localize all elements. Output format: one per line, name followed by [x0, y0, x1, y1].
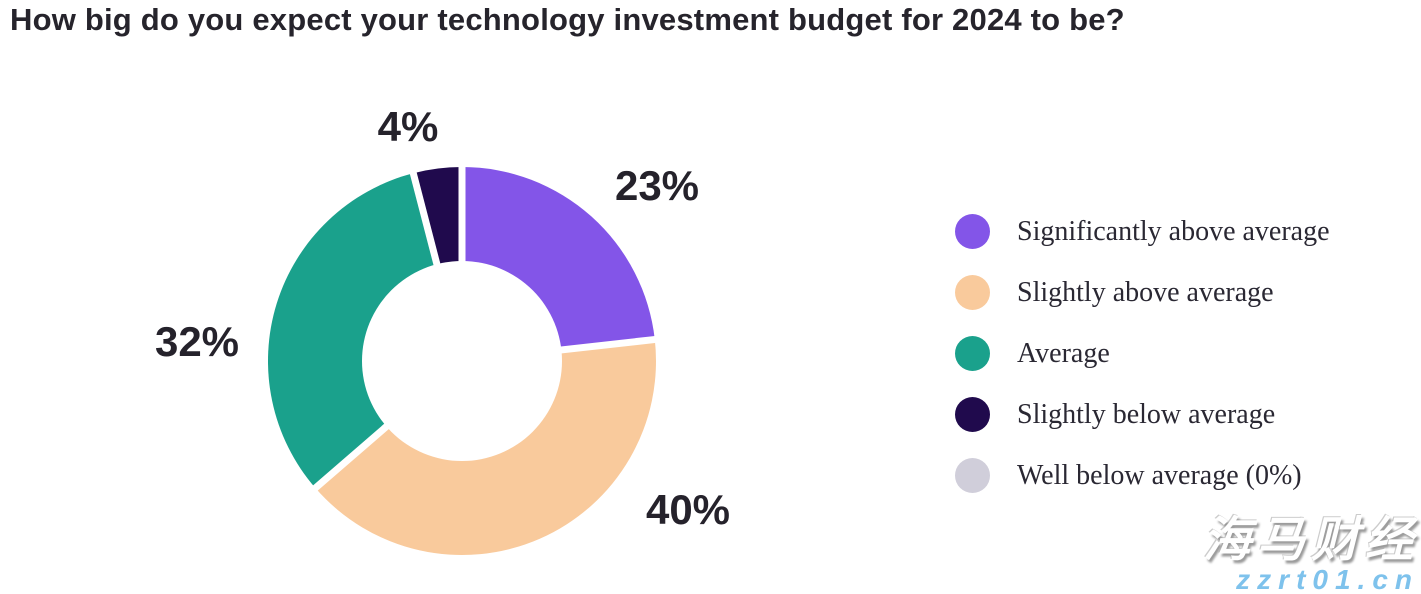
legend-label: Significantly above average — [1017, 215, 1330, 247]
legend-swatch-icon — [955, 336, 990, 371]
legend-swatch-icon — [955, 397, 990, 432]
legend-item-average: Average — [955, 336, 1330, 371]
legend: Significantly above average Slightly abo… — [955, 214, 1330, 493]
slice-value-label-average: 32% — [154, 318, 240, 365]
watermark-text-url: zzrt01.cn — [1236, 563, 1419, 594]
slice-value-label-slightly-below: 4% — [377, 103, 439, 150]
legend-label: Well below average (0%) — [1017, 459, 1302, 491]
legend-swatch-icon — [955, 458, 990, 493]
watermark-text-cn: 海马财经 — [1202, 513, 1419, 567]
legend-label: Slightly below average — [1017, 398, 1276, 430]
legend-item-slightly-above: Slightly above average — [955, 275, 1330, 310]
legend-item-well-below: Well below average (0%) — [955, 458, 1330, 493]
chart-title: How big do you expect your technology in… — [10, 2, 1125, 37]
legend-swatch-icon — [955, 214, 990, 249]
donut-chart — [262, 161, 662, 561]
legend-item-significantly-above: Significantly above average — [955, 214, 1330, 249]
slice-value-label-significantly-above: 23% — [614, 162, 700, 209]
watermark: 海马财经 zzrt01.cn — [1202, 513, 1419, 594]
donut-chart-svg — [268, 163, 660, 555]
legend-label: Average — [1017, 337, 1110, 369]
legend-swatch-icon — [955, 275, 990, 310]
slice-value-label-slightly-above: 40% — [645, 486, 731, 533]
legend-item-slightly-below: Slightly below average — [955, 397, 1330, 432]
legend-label: Slightly above average — [1017, 276, 1274, 308]
